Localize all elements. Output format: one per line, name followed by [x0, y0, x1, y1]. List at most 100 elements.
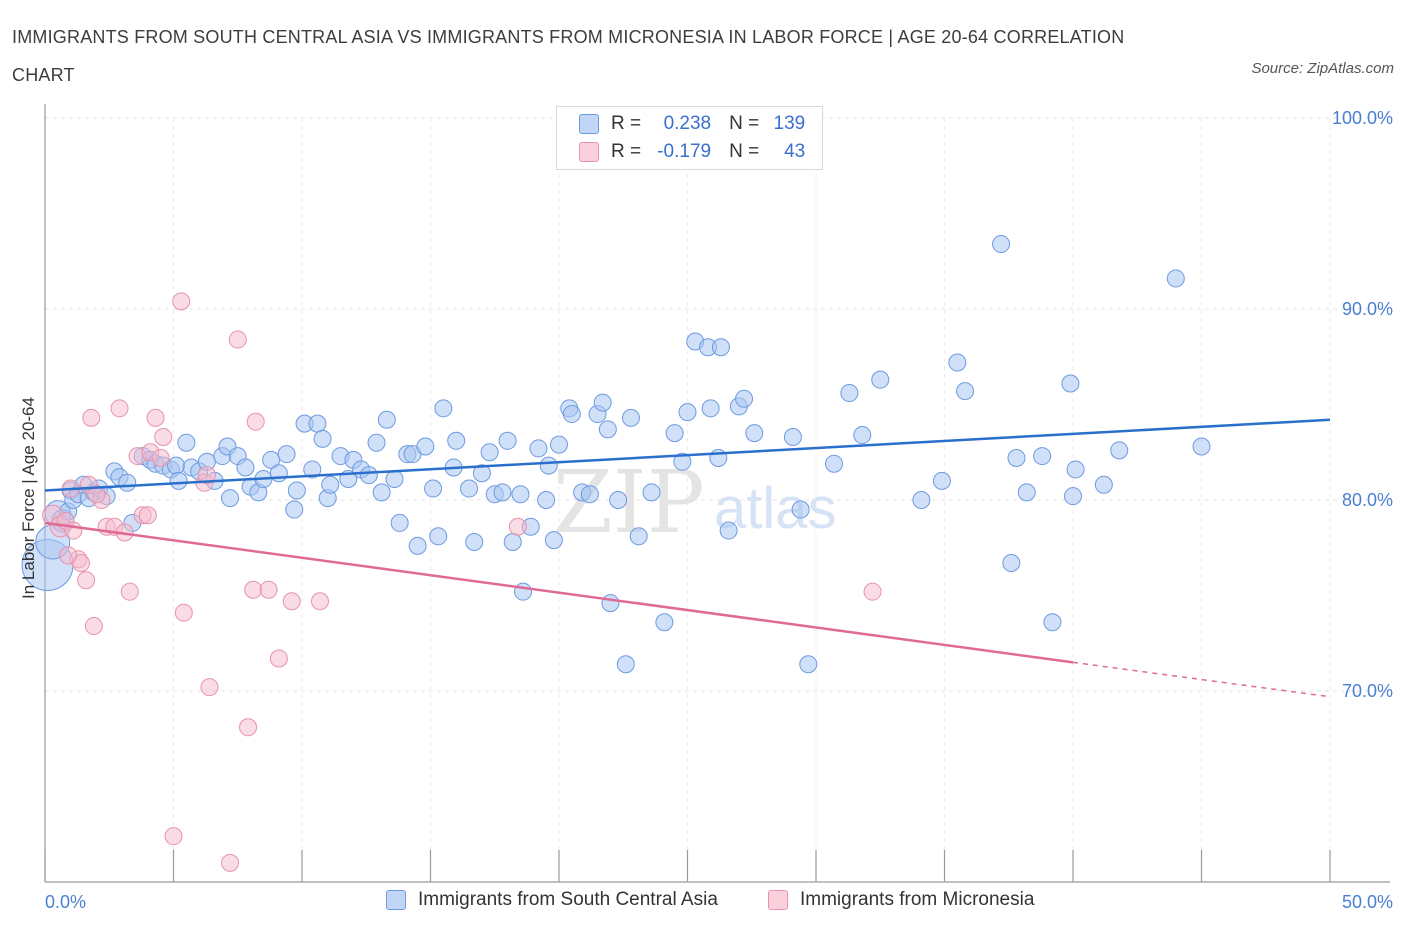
legend-swatch-pink	[768, 890, 788, 910]
data-point-south-central-asia	[853, 426, 872, 445]
y-tick-label: 100.0%	[1332, 108, 1393, 128]
data-point-south-central-asia	[313, 429, 332, 448]
data-point-south-central-asia	[598, 420, 617, 439]
data-point-south-central-asia	[1043, 613, 1062, 632]
legend-r-value: -0.179	[657, 141, 712, 162]
data-point-micronesia	[310, 592, 329, 611]
data-point-south-central-asia	[665, 424, 684, 443]
data-point-micronesia	[138, 506, 157, 525]
data-point-south-central-asia	[236, 458, 255, 477]
data-point-south-central-asia	[1066, 460, 1085, 479]
data-point-south-central-asia	[493, 483, 512, 502]
data-point-south-central-asia	[544, 531, 563, 550]
x-tick-label-max: 50.0%	[1342, 892, 1393, 912]
data-point-south-central-asia	[408, 536, 427, 555]
data-point-micronesia	[863, 582, 882, 601]
data-point-micronesia	[246, 412, 265, 431]
legend-swatch-blue	[579, 114, 599, 134]
watermark: ZIP atlas	[553, 453, 837, 553]
data-point-south-central-asia	[503, 533, 522, 552]
data-point-south-central-asia	[701, 399, 720, 418]
correlation-legend: R = 0.238 N = 139 R = -0.179 N = 43	[556, 106, 823, 170]
legend-swatch-blue	[386, 890, 406, 910]
y-tick-label: 80.0%	[1342, 490, 1393, 510]
data-point-micronesia	[200, 678, 219, 697]
data-point-south-central-asia	[390, 513, 409, 532]
data-point-micronesia	[197, 466, 216, 485]
data-point-south-central-asia	[303, 460, 322, 479]
data-point-south-central-asia	[424, 479, 443, 498]
data-point-micronesia	[120, 582, 139, 601]
legend-item-micronesia[interactable]: Immigrants from Micronesia	[768, 889, 1034, 911]
legend-item-south-central-asia[interactable]: Immigrants from South Central Asia	[386, 889, 718, 911]
data-point-micronesia	[82, 408, 101, 427]
data-point-south-central-asia	[580, 485, 599, 504]
trend-line-micronesia	[44, 521, 1074, 664]
data-point-south-central-asia	[1166, 269, 1185, 288]
data-point-south-central-asia	[367, 433, 386, 452]
data-point-south-central-asia	[1002, 554, 1021, 573]
data-point-micronesia	[77, 571, 96, 590]
data-point-south-central-asia	[562, 405, 581, 424]
data-point-south-central-asia	[285, 500, 304, 519]
legend-r-label: R =	[611, 113, 642, 134]
data-point-south-central-asia	[321, 475, 340, 494]
data-point-south-central-asia	[287, 481, 306, 500]
legend-n-label: N =	[729, 113, 760, 134]
data-point-micronesia	[244, 580, 263, 599]
data-point-south-central-asia	[642, 483, 661, 502]
data-point-south-central-asia	[539, 456, 558, 475]
data-point-south-central-asia	[480, 443, 499, 462]
legend-n-value: 43	[784, 141, 806, 162]
legend-n-label: N =	[729, 141, 760, 162]
data-point-south-central-asia	[932, 471, 951, 490]
data-point-south-central-asia	[1017, 483, 1036, 502]
data-point-south-central-asia	[948, 353, 967, 372]
legend-label: Immigrants from Micronesia	[800, 889, 1035, 910]
data-point-south-central-asia	[1007, 448, 1026, 467]
y-axis-title: In Labor Force | Age 20-64	[19, 397, 38, 599]
data-point-south-central-asia	[871, 370, 890, 389]
data-point-micronesia	[282, 592, 301, 611]
data-point-south-central-asia	[840, 384, 859, 403]
data-point-micronesia	[228, 330, 247, 349]
data-point-south-central-asia	[460, 479, 479, 498]
series-legend: Immigrants from South Central Asia Immig…	[0, 889, 1406, 915]
data-point-south-central-asia	[308, 414, 327, 433]
data-point-south-central-asia	[169, 471, 188, 490]
data-point-south-central-asia	[912, 491, 931, 509]
data-point-south-central-asia	[1192, 437, 1211, 456]
data-point-south-central-asia	[511, 485, 530, 504]
series-micronesia-points	[42, 292, 882, 872]
data-point-micronesia	[64, 521, 83, 540]
legend-label: Immigrants from South Central Asia	[418, 889, 718, 910]
data-point-south-central-asia	[629, 527, 648, 546]
data-point-micronesia	[221, 853, 240, 872]
data-point-south-central-asia	[719, 521, 738, 540]
data-point-south-central-asia	[221, 489, 240, 508]
data-point-south-central-asia	[1061, 374, 1080, 393]
data-point-south-central-asia	[621, 408, 640, 427]
data-point-south-central-asia	[745, 424, 764, 443]
data-point-south-central-asia	[673, 452, 692, 471]
data-point-south-central-asia	[1033, 447, 1052, 466]
data-point-micronesia	[151, 448, 170, 467]
chart-title: IMMIGRANTS FROM SOUTH CENTRAL ASIA VS IM…	[12, 27, 1125, 85]
data-point-micronesia	[174, 603, 193, 622]
data-point-south-central-asia	[416, 437, 435, 456]
legend-swatch-pink	[579, 142, 599, 162]
data-point-south-central-asia	[735, 389, 754, 408]
trend-line-micronesia-extrapolated	[1072, 661, 1331, 698]
trend-line-south-central-asia	[44, 418, 1331, 492]
trend-lines	[44, 418, 1331, 698]
data-point-south-central-asia	[537, 491, 556, 509]
data-point-south-central-asia	[372, 483, 391, 502]
legend-r-value: 0.238	[663, 113, 712, 134]
data-point-south-central-asia	[824, 454, 843, 473]
axis-labels: 70.0% 80.0% 90.0% 100.0% 0.0% 50.0% In Labor F…	[19, 108, 1393, 912]
data-point-micronesia	[164, 827, 183, 846]
source-label: Source: ZipAtlas.com	[1251, 60, 1394, 77]
y-tick-label: 70.0%	[1342, 681, 1393, 701]
x-tick-label-min: 0.0%	[45, 892, 86, 912]
